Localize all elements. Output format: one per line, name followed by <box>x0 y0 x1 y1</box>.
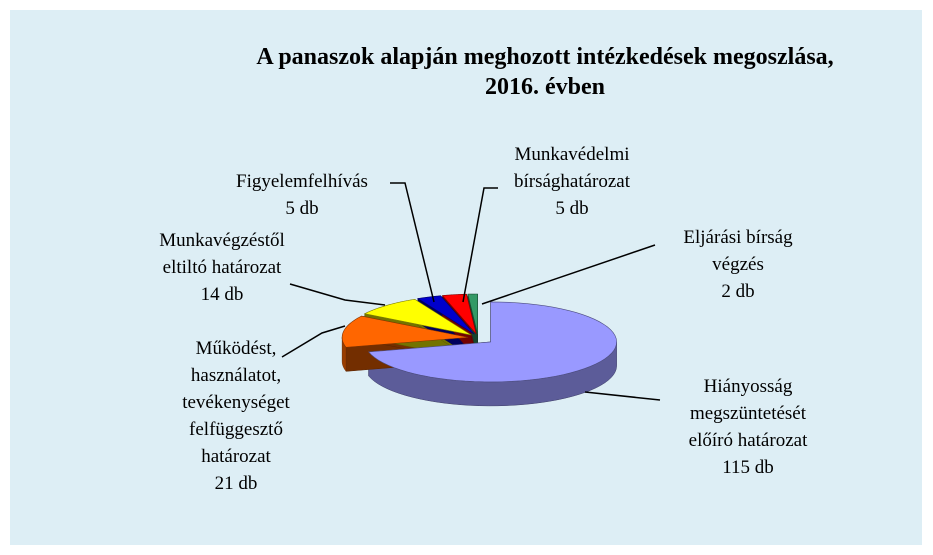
slice-value-label: 5 db <box>555 198 588 219</box>
slice-label: Figyelemfelhívás <box>236 171 368 192</box>
slice-value-label: 2 db <box>721 281 754 302</box>
slice-label: Hiányosság megszüntetését előíró határozat <box>689 376 808 451</box>
slice-value-label: 14 db <box>201 284 244 305</box>
slice-top <box>441 293 477 335</box>
slice-label: Eljárási bírság végzés <box>683 227 793 275</box>
slice-top <box>363 298 472 336</box>
slice-label: Munkavégzéstől eltiltó határozat <box>159 230 285 278</box>
slice-top <box>467 293 478 335</box>
leader-line <box>390 182 435 303</box>
slice-value-label: 21 db <box>215 473 258 494</box>
slice-label: Működést, használatot, tevékenységet felfüg… <box>182 338 290 467</box>
slice-label: Munkavédelmi bírsághatározat <box>514 144 631 192</box>
slice-top <box>341 315 469 348</box>
slice-value-label: 115 db <box>722 457 774 478</box>
slice-top <box>367 301 617 383</box>
leader-line <box>281 325 346 358</box>
chart-title: A panaszok alapján meghozott intézkedése… <box>256 44 833 100</box>
leader-line <box>481 244 656 305</box>
chart-background <box>10 10 922 545</box>
leader-line <box>584 391 661 401</box>
slice-value-label: 5 db <box>285 198 318 219</box>
leader-line <box>462 187 498 303</box>
leader-line <box>289 283 386 306</box>
slice-top <box>417 295 475 335</box>
pie-tops <box>341 293 617 383</box>
